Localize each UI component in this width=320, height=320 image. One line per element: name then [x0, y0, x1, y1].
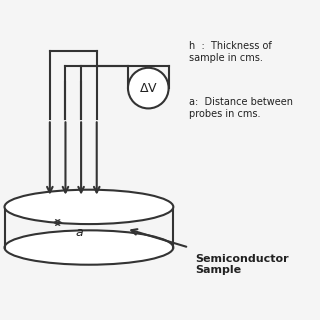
Text: $\Delta$V: $\Delta$V	[139, 82, 158, 95]
Text: h  :  Thickness of
sample in cms.: h : Thickness of sample in cms.	[189, 41, 272, 63]
Text: Semiconductor
Sample: Semiconductor Sample	[195, 254, 289, 276]
Ellipse shape	[4, 230, 173, 265]
Circle shape	[128, 68, 169, 108]
Text: a: a	[76, 226, 83, 239]
Text: a:  Distance between
probes in cms.: a: Distance between probes in cms.	[189, 98, 293, 119]
Ellipse shape	[4, 190, 173, 224]
